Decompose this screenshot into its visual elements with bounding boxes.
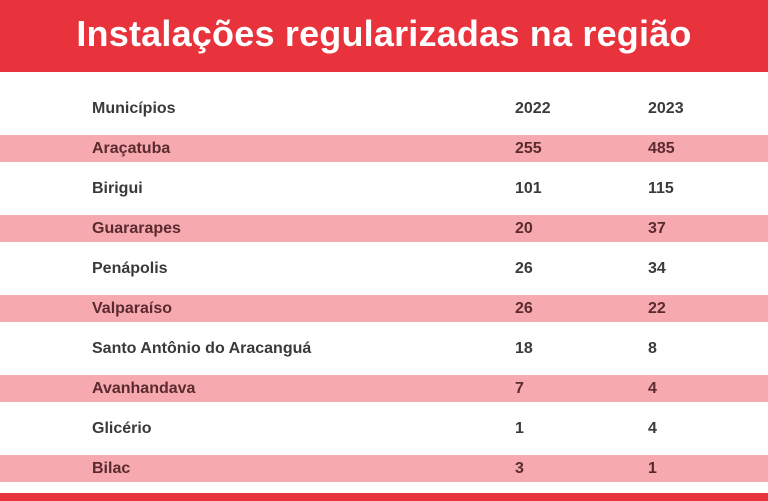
value-2023-cell: 1	[648, 460, 657, 477]
municipio-cell: Valparaíso	[92, 300, 173, 317]
table-row: Araçatuba 255 485	[0, 129, 768, 169]
value-2023-cell: 4	[648, 380, 657, 397]
table-row: Penápolis 26 34	[0, 249, 768, 289]
value-2022-cell: 1	[515, 420, 524, 437]
value-2023-cell: 22	[648, 300, 666, 317]
municipio-cell: Birigui	[92, 180, 143, 197]
table-row: Valparaíso 26 22	[0, 289, 768, 329]
table-row: Bilac 3 1	[0, 449, 768, 489]
value-2022-cell: 18	[515, 340, 533, 357]
footer-bar	[0, 493, 768, 501]
page-title: Instalações regularizadas na região	[76, 13, 692, 54]
value-2022-cell: 101	[515, 180, 542, 197]
value-2022-cell: 255	[515, 140, 542, 157]
municipio-cell: Araçatuba	[92, 140, 171, 157]
table-header-row: Municípios 2022 2023	[0, 89, 768, 129]
value-2022-cell: 26	[515, 260, 533, 277]
header-2023: 2023	[648, 100, 684, 117]
municipio-cell: Penápolis	[92, 260, 168, 277]
value-2022-cell: 7	[515, 380, 524, 397]
header-municipios: Municípios	[92, 100, 176, 117]
table-row: Avanhandava 7 4	[0, 369, 768, 409]
value-2023-cell: 8	[648, 340, 657, 357]
municipio-cell: Glicério	[92, 420, 152, 437]
table-row: Glicério 1 4	[0, 409, 768, 449]
table-row: Guararapes 20 37	[0, 209, 768, 249]
municipio-cell: Santo Antônio do Aracanguá	[92, 340, 312, 357]
title-banner: Instalações regularizadas na região	[0, 0, 768, 72]
value-2022-cell: 20	[515, 220, 533, 237]
value-2023-cell: 37	[648, 220, 666, 237]
value-2022-cell: 26	[515, 300, 533, 317]
municipio-cell: Bilac	[92, 460, 131, 477]
municipio-cell: Guararapes	[92, 220, 181, 237]
municipio-cell: Avanhandava	[92, 380, 196, 397]
value-2023-cell: 34	[648, 260, 666, 277]
installations-table: Municípios 2022 2023 Araçatuba 255 485 B…	[0, 89, 768, 489]
value-2023-cell: 4	[648, 420, 657, 437]
header-2022: 2022	[515, 100, 551, 117]
table-row: Birigui 101 115	[0, 169, 768, 209]
value-2023-cell: 115	[648, 180, 674, 197]
table-row: Santo Antônio do Aracanguá 18 8	[0, 329, 768, 369]
value-2022-cell: 3	[515, 460, 524, 477]
value-2023-cell: 485	[648, 140, 675, 157]
